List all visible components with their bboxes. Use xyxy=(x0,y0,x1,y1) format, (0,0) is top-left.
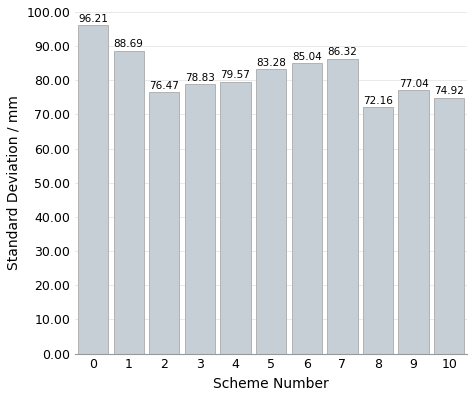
Text: 74.92: 74.92 xyxy=(434,86,464,96)
X-axis label: Scheme Number: Scheme Number xyxy=(213,377,329,391)
Bar xyxy=(434,98,465,354)
Text: 96.21: 96.21 xyxy=(78,14,108,23)
Text: 78.83: 78.83 xyxy=(185,73,215,83)
Bar xyxy=(185,84,215,354)
Bar xyxy=(327,59,357,354)
Bar xyxy=(363,107,393,354)
Text: 86.32: 86.32 xyxy=(328,47,357,57)
Bar xyxy=(220,82,251,354)
Bar xyxy=(256,69,286,354)
Bar xyxy=(399,90,429,354)
Text: 83.28: 83.28 xyxy=(256,58,286,68)
Text: 72.16: 72.16 xyxy=(363,96,393,106)
Text: 77.04: 77.04 xyxy=(399,79,428,89)
Bar xyxy=(78,25,108,354)
Y-axis label: Standard Deviation / mm: Standard Deviation / mm xyxy=(7,96,21,270)
Text: 76.47: 76.47 xyxy=(149,81,179,91)
Text: 85.04: 85.04 xyxy=(292,52,322,62)
Bar xyxy=(149,92,180,354)
Text: 88.69: 88.69 xyxy=(114,39,144,49)
Bar xyxy=(114,51,144,354)
Bar xyxy=(292,63,322,354)
Text: 79.57: 79.57 xyxy=(220,70,250,80)
